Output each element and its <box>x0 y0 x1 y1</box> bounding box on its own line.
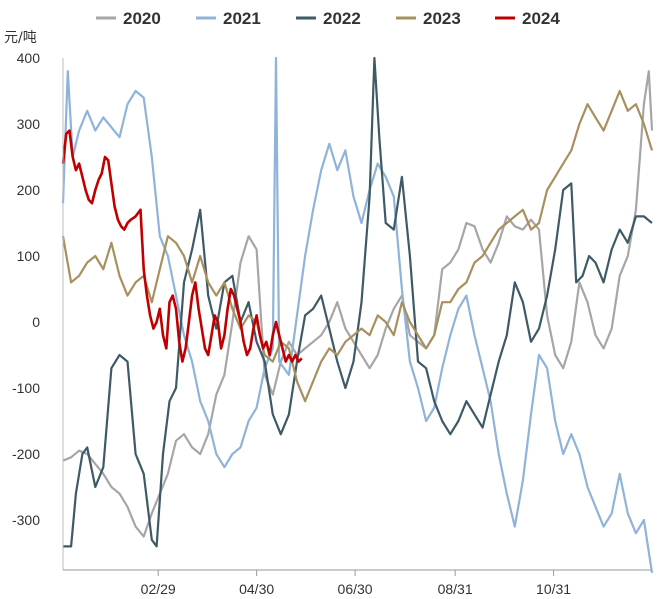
y-tick-label: 300 <box>17 116 41 132</box>
plot-area <box>61 56 654 573</box>
legend-label-2021: 2021 <box>223 9 261 28</box>
y-tick-label: -300 <box>12 512 40 528</box>
y-tick-label: -100 <box>12 380 40 396</box>
y-tick-label: 400 <box>17 50 41 66</box>
y-tick-label: 100 <box>17 248 41 264</box>
legend-label-2022: 2022 <box>323 9 361 28</box>
x-tick-label: 04/30 <box>239 581 274 597</box>
x-tick-label: 08/31 <box>438 581 473 597</box>
y-tick-label: 200 <box>17 182 41 198</box>
legend-label-2023: 2023 <box>423 9 461 28</box>
legend-label-2024: 2024 <box>522 9 560 28</box>
y-tick-label: -200 <box>12 446 40 462</box>
x-axis-ticks: 02/29 04/30 06/30 08/31 10/31 <box>141 570 571 597</box>
legend: 2020 2021 2022 2023 2024 <box>96 9 560 28</box>
x-tick-label: 06/30 <box>338 581 373 597</box>
y-axis-ticks: 400 300 200 100 0 -100 -200 -300 <box>12 50 40 528</box>
series-line-2021 <box>61 56 654 573</box>
series-line-2024 <box>61 129 303 363</box>
series-line-2023 <box>61 89 654 403</box>
series-line-2020 <box>62 70 654 538</box>
y-tick-label: 0 <box>32 314 40 330</box>
y-axis-unit-label: 元/吨 <box>4 30 37 46</box>
legend-label-2020: 2020 <box>123 9 161 28</box>
x-tick-label: 02/29 <box>141 581 176 597</box>
x-tick-label: 10/31 <box>536 581 571 597</box>
